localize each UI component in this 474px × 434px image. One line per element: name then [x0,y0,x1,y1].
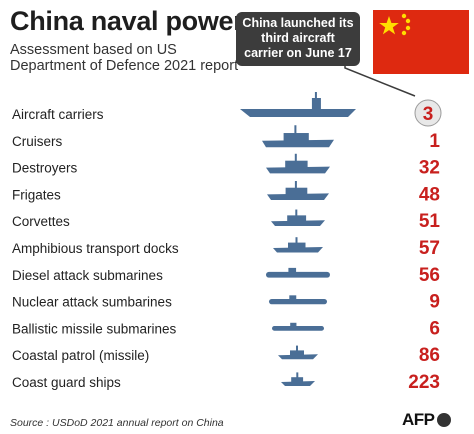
category-label: Amphibious transport docks [12,241,179,256]
afp-logo: AFP [402,410,451,430]
value-label: 56 [419,265,440,286]
value-label: 6 [429,318,440,339]
value-label: 9 [429,292,440,313]
chart-row: Coast guard ships 223 [12,372,440,393]
chart-row: Ballistic missile submarines 6 [12,318,440,339]
category-label: Corvettes [12,214,70,229]
subtitle: Assessment based on US Department of Def… [10,42,239,74]
chart-row: Corvettes 51 [12,209,441,232]
chart-row: Aircraft carriers 3 [12,92,442,127]
category-label: Destroyers [12,161,78,176]
ship-icon [278,345,318,360]
highlight-circle [414,99,442,127]
category-label: Diesel attack submarines [12,268,163,283]
chart-row: Coastal patrol (missile) 86 [12,345,440,366]
ship-icon [271,209,325,227]
flag-small-star-1 [401,13,407,19]
chart-row: Amphibious transport docks 57 [12,237,440,259]
category-label: Ballistic missile submarines [12,321,177,336]
category-label: Aircraft carriers [12,107,104,122]
value-label: 1 [429,131,440,152]
callout-box: China launched its third aircraft carrie… [236,12,360,66]
chart-row: Nuclear attack sumbarines 9 [12,292,440,313]
flag-big-star [379,16,399,35]
chart-row: Destroyers 32 [12,153,440,179]
flag-small-star-4 [401,30,407,36]
ship-icon [240,92,356,117]
flag-small-star-2 [405,18,411,24]
category-label: Frigates [12,187,61,202]
source-note: Source : USDoD 2021 annual report on Chi… [10,417,224,429]
value-label: 32 [419,158,440,179]
ship-icon [269,295,327,305]
value-label: 86 [419,345,440,366]
value-label: 48 [419,184,440,205]
value-label: 57 [419,238,440,259]
ship-icon [272,322,324,331]
chart-row: Cruisers 1 [12,125,440,152]
ship-icon [266,267,330,278]
value-label: 223 [408,372,440,393]
flag-small-star-3 [405,25,411,31]
value-label: 51 [419,211,441,232]
ship-icon [262,125,334,148]
category-label: Coastal patrol (missile) [12,348,149,363]
ship-icon [273,237,323,253]
chart-row: Frigates 48 [12,181,440,205]
ship-icon [266,153,330,174]
afp-logo-text: AFP [402,410,435,429]
ship-icon [281,372,315,386]
afp-dot-icon [436,413,451,427]
china-flag-icon [373,10,469,74]
category-label: Coast guard ships [12,375,121,390]
category-label: Nuclear attack sumbarines [12,295,172,310]
category-label: Cruisers [12,134,63,149]
page-title: China naval power [10,6,244,36]
chart-row: Diesel attack submarines 56 [12,265,440,286]
ship-icon [267,181,329,200]
value-label: 3 [423,104,434,125]
callout-pointer [344,62,416,97]
